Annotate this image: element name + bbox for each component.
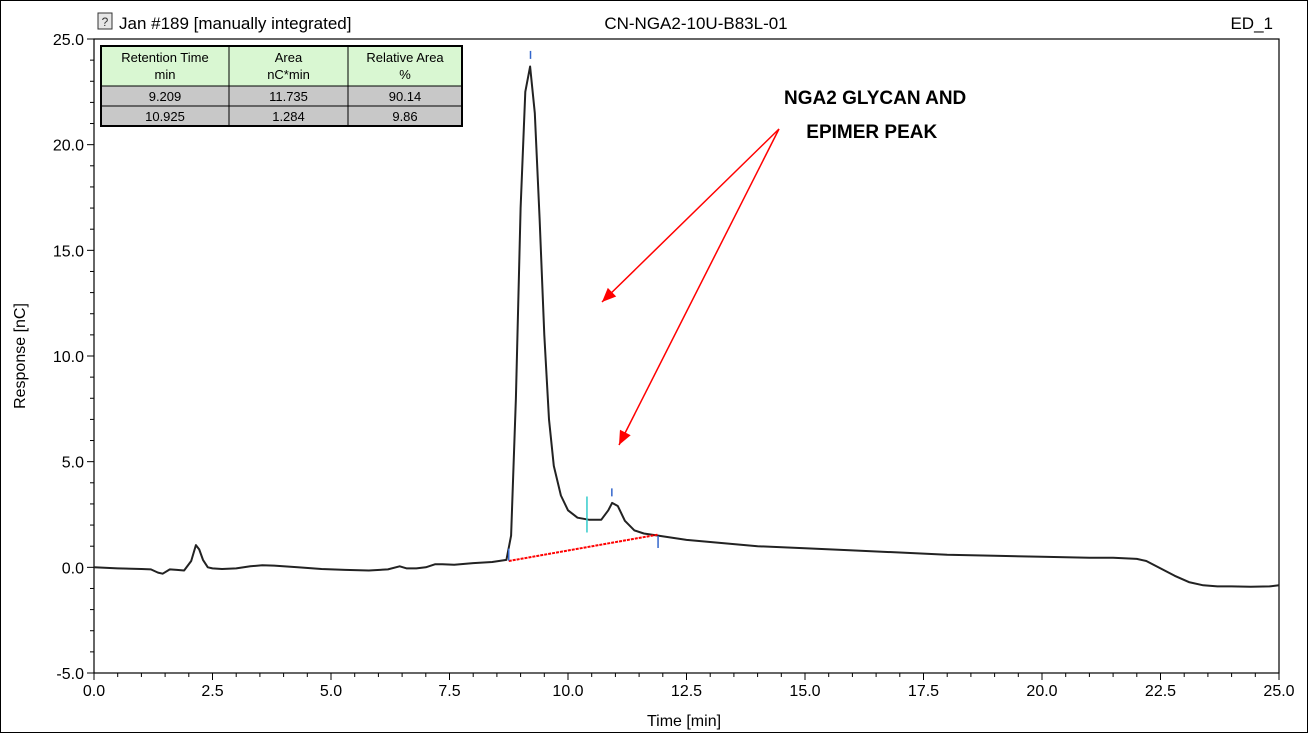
x-axis-label: Time [min] <box>647 713 721 730</box>
x-tick-label: 22.5 <box>1145 683 1176 700</box>
table-cell-text: 9.209 <box>149 89 182 104</box>
y-tick-label: 0.0 <box>62 560 84 577</box>
x-tick-label: 12.5 <box>671 683 702 700</box>
annotation-line-1: NGA2 GLYCAN AND <box>784 88 966 109</box>
table-header-text: % <box>399 67 411 82</box>
y-tick-label: -5.0 <box>56 666 84 683</box>
y-tick-label: 20.0 <box>53 138 84 155</box>
annotation-arrow-line <box>618 128 780 446</box>
y-tick-label: 15.0 <box>53 243 84 260</box>
svg-text:?: ? <box>102 15 109 29</box>
table-cell-text: 1.284 <box>272 109 305 124</box>
table-header-text: Relative Area <box>366 50 444 65</box>
report-icon: ? <box>97 12 113 30</box>
table-header-text: Area <box>275 50 303 65</box>
x-tick-label: 17.5 <box>908 683 939 700</box>
x-tick-label: 20.0 <box>1026 683 1057 700</box>
x-tick-label: 0.0 <box>83 683 105 700</box>
x-tick-label: 5.0 <box>320 683 342 700</box>
sample-name: CN-NGA2-10U-B83L-01 <box>604 14 787 33</box>
x-tick-label: 2.5 <box>201 683 223 700</box>
table-cell-text: 90.14 <box>389 89 422 104</box>
annotation-line-2: EPIMER PEAK <box>801 122 937 143</box>
y-tick-label: 10.0 <box>53 349 84 366</box>
annotation-arrow-head <box>619 429 631 445</box>
y-tick-label: 25.0 <box>53 32 84 49</box>
annotation-arrows <box>601 128 780 446</box>
x-tick-label: 7.5 <box>438 683 460 700</box>
y-axis-label: Response [nC] <box>12 303 29 409</box>
x-tick-label: 10.0 <box>552 683 583 700</box>
table-cell-text: 11.735 <box>269 89 308 104</box>
results-table: Retention Time min Area nC*min Relative Area… <box>100 45 463 127</box>
channel-label: ED_1 <box>1230 14 1273 33</box>
annotation-arrow-line <box>601 128 780 303</box>
integration-baseline <box>508 533 659 562</box>
x-tick-label: 25.0 <box>1263 683 1294 700</box>
annotation-arrow-head <box>602 287 617 302</box>
table-header-text: min <box>155 67 176 82</box>
table-cell-text: 10.925 <box>145 109 185 124</box>
chart-title: Jan #189 [manually integrated] <box>119 14 352 33</box>
table-header-text: nC*min <box>267 67 310 82</box>
chromatogram-trace <box>93 65 1280 588</box>
plot-area <box>93 38 1280 674</box>
y-tick-label: 5.0 <box>62 455 84 472</box>
table-header-text: Retention Time <box>121 50 208 65</box>
x-tick-label: 15.0 <box>789 683 820 700</box>
table-border <box>100 45 463 127</box>
table-cell-text: 9.86 <box>392 109 417 124</box>
